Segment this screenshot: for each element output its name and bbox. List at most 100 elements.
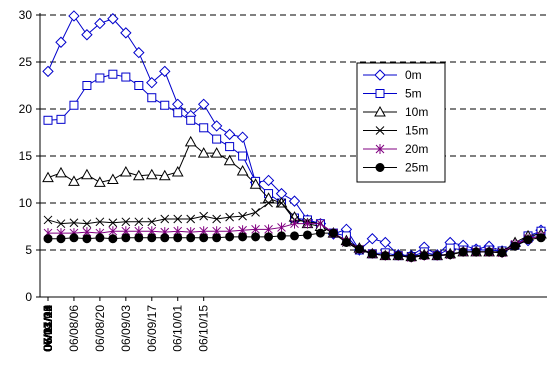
data-point-25m	[367, 249, 377, 259]
data-point-25m	[497, 248, 507, 258]
data-point-10m	[210, 147, 223, 158]
data-point-20m	[316, 218, 325, 229]
data-point-25m	[160, 233, 170, 243]
data-point-0m	[68, 10, 80, 22]
data-point-25m	[328, 228, 338, 238]
data-point-0m	[210, 120, 223, 132]
data-point-15m	[212, 214, 222, 224]
legend-marker	[374, 69, 386, 81]
data-point-5m	[43, 115, 53, 125]
data-point-10m	[81, 168, 93, 180]
legend-marker	[375, 144, 385, 154]
y-tick-label: 5	[25, 243, 32, 257]
data-point-25m	[186, 233, 196, 243]
data-point-15m	[69, 218, 79, 228]
data-point-25m	[173, 233, 183, 243]
data-point-5m	[160, 100, 170, 110]
data-point-0m	[133, 46, 145, 59]
data-point-5m	[69, 100, 79, 110]
data-point-25m	[69, 233, 79, 243]
x-tick-label: 06/12/28	[41, 305, 55, 352]
legend-entry-20m: 20m	[363, 142, 428, 156]
legend-label: 0m	[405, 68, 422, 82]
series-20m	[43, 218, 546, 263]
data-point-25m	[277, 231, 287, 241]
x-tick-label: 07/04/06	[41, 305, 55, 352]
data-point-25m	[95, 233, 105, 243]
x-tick-label: 07/01/11	[41, 305, 55, 351]
data-point-0m	[288, 195, 301, 207]
data-point-25m	[458, 247, 468, 257]
data-point-0m	[94, 17, 106, 30]
series-25m	[43, 228, 546, 263]
data-point-15m	[121, 217, 131, 227]
data-point-15m	[186, 214, 196, 224]
legend-label: 5m	[405, 87, 422, 101]
x-tick-label: 06/11/02	[41, 305, 55, 351]
legend-entry-5m: 5m	[363, 87, 422, 101]
data-point-0m	[55, 36, 67, 48]
data-point-25m	[264, 232, 274, 242]
x-tick-label: 06/12/14	[41, 305, 55, 352]
data-point-10m	[119, 165, 132, 177]
data-point-25m	[419, 251, 429, 261]
data-point-15m	[225, 212, 234, 222]
data-point-5m	[225, 142, 235, 152]
x-tick-label: 06/10/15	[197, 305, 211, 352]
y-tick-label: 10	[19, 196, 33, 210]
axes	[36, 13, 547, 301]
data-point-25m	[43, 234, 53, 244]
data-point-5m	[186, 115, 196, 125]
legend-entry-0m: 0m	[363, 68, 422, 82]
data-point-5m	[199, 123, 209, 133]
data-point-0m	[366, 233, 379, 245]
y-tick-label: 15	[19, 149, 33, 163]
data-point-5m	[121, 72, 131, 82]
data-point-0m	[81, 29, 93, 41]
y-tick-label: 0	[25, 290, 32, 304]
data-point-5m	[134, 81, 144, 90]
data-point-0m	[197, 98, 210, 111]
data-point-15m	[160, 214, 170, 224]
data-point-10m	[132, 169, 145, 181]
legend-label: 25m	[405, 161, 428, 175]
data-point-10m	[107, 173, 119, 184]
x-tick-label: 06/09/03	[119, 305, 133, 352]
x-tick-label: 07/03/22	[41, 305, 55, 352]
legend-marker	[375, 126, 385, 135]
legend-box	[356, 62, 446, 183]
data-point-25m	[251, 232, 261, 242]
data-point-15m	[173, 214, 183, 224]
data-point-25m	[302, 230, 312, 240]
data-point-25m	[315, 228, 325, 238]
x-tick-label: 06/08/20	[93, 305, 107, 352]
data-point-10m	[236, 165, 249, 176]
data-point-0m	[262, 174, 275, 187]
data-point-5m	[82, 81, 92, 90]
data-point-25m	[380, 251, 390, 261]
y-tick-label: 25	[19, 55, 33, 69]
series-group	[42, 10, 547, 263]
data-point-25m	[108, 234, 118, 244]
data-point-25m	[121, 233, 131, 243]
legend-marker	[375, 163, 385, 172]
legend-entry-25m: 25m	[363, 161, 428, 175]
x-tick-label: 06/10/01	[171, 305, 185, 352]
data-point-0m	[146, 76, 158, 89]
data-point-10m	[184, 135, 197, 147]
data-point-15m	[251, 208, 260, 217]
data-point-25m	[471, 247, 481, 257]
data-point-0m	[223, 128, 236, 141]
data-point-10m	[171, 165, 184, 177]
data-point-5m	[147, 93, 157, 103]
data-point-0m	[120, 27, 132, 39]
data-point-20m	[303, 218, 312, 229]
data-point-0m	[107, 13, 119, 25]
data-point-15m	[43, 215, 53, 225]
data-point-5m	[238, 151, 248, 161]
data-point-10m	[249, 178, 262, 189]
x-tick-label: 07/01/25	[41, 305, 55, 352]
legend-entry-10m: 10m	[363, 105, 428, 119]
data-point-15m	[264, 198, 273, 208]
